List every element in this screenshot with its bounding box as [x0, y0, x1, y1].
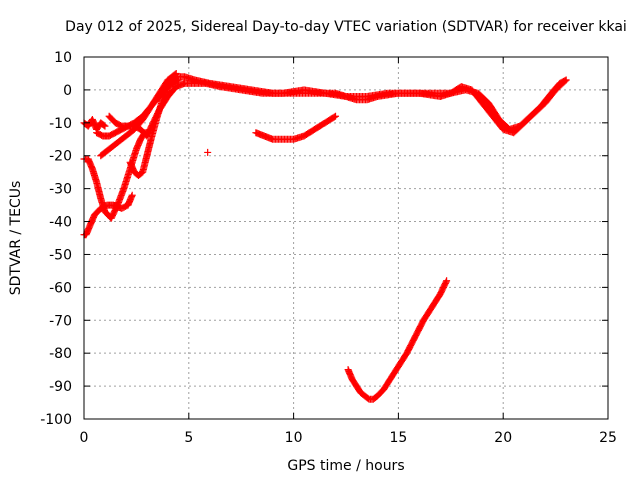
- grid-lines: [84, 57, 608, 419]
- data-point: [562, 76, 570, 84]
- data-point: [332, 112, 340, 120]
- data-point: [561, 77, 569, 85]
- y-tick-label: -50: [49, 247, 72, 263]
- y-tick-label: -10: [49, 116, 72, 132]
- plot-frame: [83, 56, 609, 420]
- y-tick-label: -80: [49, 346, 72, 362]
- y-tick-label: -30: [49, 182, 72, 198]
- y-tick-label: 0: [63, 83, 72, 99]
- axis-ticks: [83, 56, 609, 420]
- series-arc-10: [344, 277, 451, 403]
- data-point: [128, 191, 136, 199]
- y-tick-label: -100: [40, 412, 72, 428]
- x-tick-label: 0: [80, 430, 89, 446]
- series-arc-6: [105, 76, 570, 140]
- data-point: [100, 121, 108, 129]
- y-tick-label: -70: [49, 313, 72, 329]
- x-tick-labels: 0 5 10 15 20 25: [80, 430, 617, 446]
- x-tick-label: 20: [494, 430, 512, 446]
- data-point: [101, 122, 109, 130]
- series-arc-5: [97, 69, 180, 160]
- y-tick-label: -90: [49, 379, 72, 395]
- y-tick-label: 10: [54, 50, 72, 66]
- y-axis-label: SDTVAR / TECUs: [8, 181, 24, 296]
- series-arc-1: [80, 116, 109, 133]
- x-axis-label: GPS time / hours: [287, 458, 404, 474]
- series-arc-9: [252, 112, 340, 143]
- y-tick-label: -40: [49, 215, 72, 231]
- data-point: [442, 278, 450, 286]
- series-arc-7: [126, 73, 570, 179]
- y-tick-label: -60: [49, 280, 72, 296]
- data-point: [204, 148, 212, 156]
- data-point: [330, 113, 338, 121]
- data-series: [80, 69, 570, 403]
- x-tick-label: 25: [599, 430, 617, 446]
- series-arc-8: [204, 148, 212, 156]
- chart-title: Day 012 of 2025, Sidereal Day-to-day VTE…: [65, 19, 627, 35]
- x-tick-label: 15: [389, 430, 407, 446]
- data-point: [443, 277, 451, 285]
- y-tick-label: -20: [49, 149, 72, 165]
- x-tick-label: 5: [184, 430, 193, 446]
- x-tick-label: 10: [285, 430, 303, 446]
